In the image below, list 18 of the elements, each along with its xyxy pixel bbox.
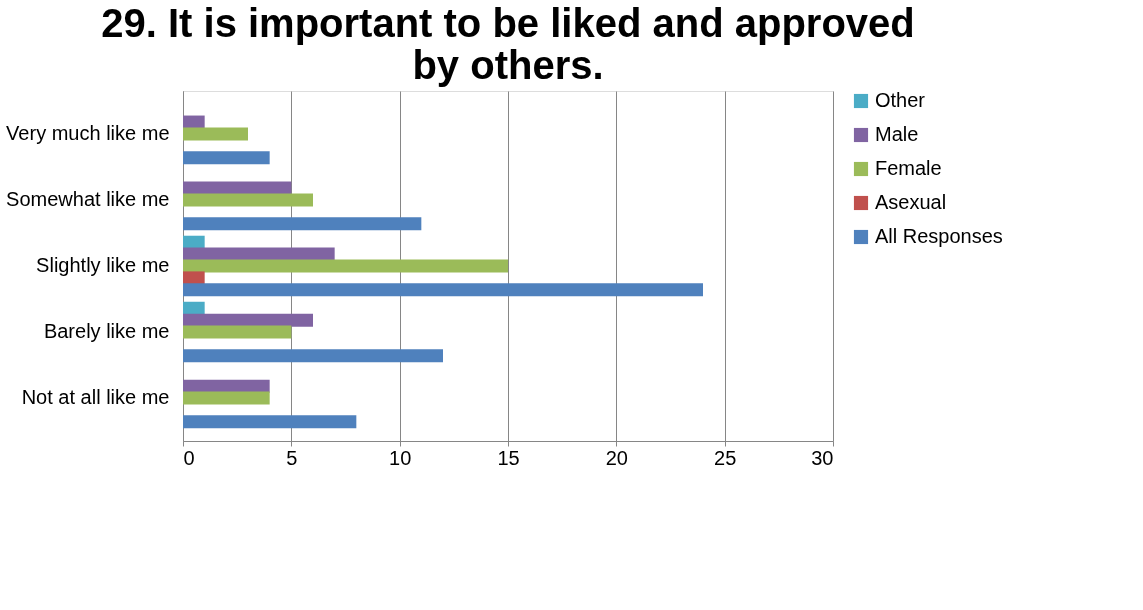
- x-tick-label: 0: [183, 446, 195, 469]
- x-tick-label: 5: [286, 446, 298, 469]
- x-tick-label: 15: [497, 446, 520, 469]
- y-tick-label: Not at all like me: [21, 386, 170, 409]
- legend-label: Other: [875, 89, 926, 111]
- legend-label: Male: [875, 123, 919, 145]
- x-tick-label: 20: [605, 446, 628, 469]
- y-tick-label: Very much like me: [6, 121, 170, 144]
- chart-title: 29. It is important to be liked and approved by others.: [101, 1, 915, 87]
- y-tick-label: Slightly like me: [36, 254, 170, 276]
- legend-label: Female: [875, 157, 942, 179]
- x-tick-label: 10: [389, 446, 412, 469]
- x-tick-label: 30: [811, 446, 834, 469]
- legend-label: All Responses: [875, 225, 1003, 247]
- y-tick-label: Barely like me: [43, 320, 170, 343]
- x-tick-label: 25: [714, 446, 737, 469]
- y-tick-label: Somewhat like me: [6, 187, 170, 210]
- legend-label: Asexual: [875, 191, 947, 213]
